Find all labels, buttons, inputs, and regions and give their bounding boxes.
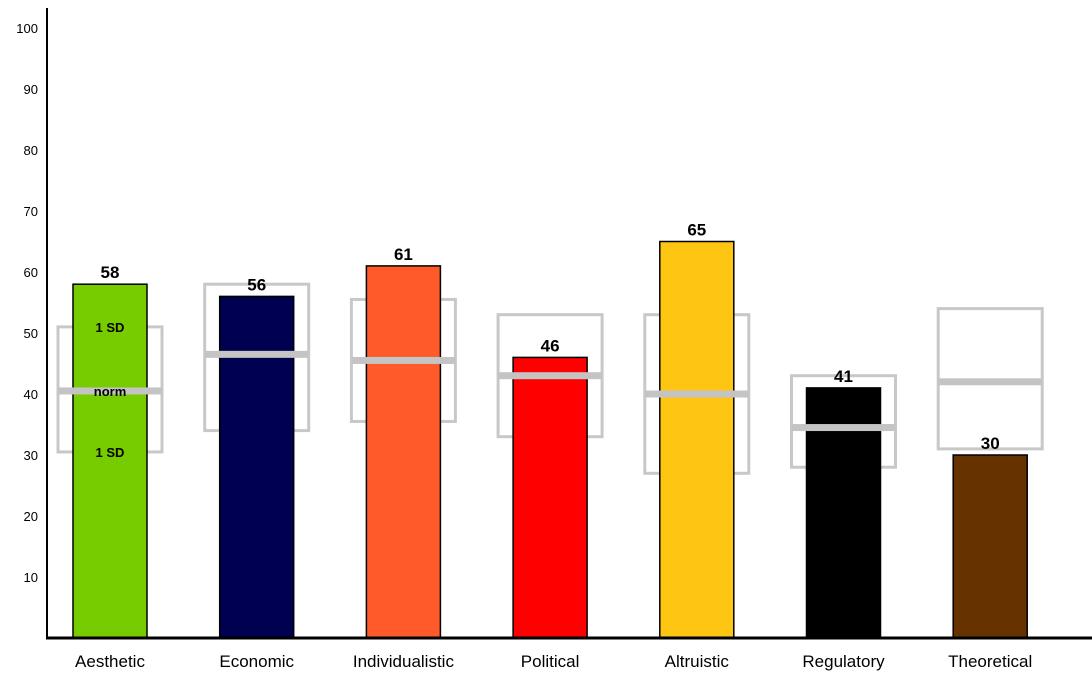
category-label: Political [521, 652, 580, 671]
category-label: Regulatory [802, 652, 885, 671]
norm-mean-line [351, 356, 456, 364]
norm-mean-line [498, 372, 603, 380]
bar [659, 240, 735, 639]
bar [218, 295, 295, 639]
y-tick-label: 90 [24, 82, 38, 97]
y-tick-label: 70 [24, 204, 38, 219]
category-label: Aesthetic [75, 652, 145, 671]
band-label-lower-sd: 1 SD [96, 445, 125, 460]
value-label: 56 [247, 275, 266, 294]
bar [952, 454, 1028, 639]
norm-mean-line [58, 387, 162, 395]
band-label-upper-sd: 1 SD [96, 320, 125, 335]
category-label: Economic [219, 652, 294, 671]
value-label: 30 [981, 434, 1000, 453]
value-labels: 58 56 61 46 65 41 30 [101, 221, 1000, 454]
value-label: 61 [394, 245, 413, 264]
value-label: 65 [687, 221, 706, 240]
category-labels: Aesthetic Economic Individualistic Politica… [75, 652, 1032, 671]
y-tick-label: 50 [24, 326, 38, 341]
norm-lines [58, 350, 1043, 432]
norm-mean-line [938, 378, 1043, 386]
band-label-norm: norm [94, 384, 127, 399]
category-label: Altruistic [665, 652, 730, 671]
y-axis-tick-labels: 10 20 30 40 50 60 70 80 90 100 [16, 21, 38, 585]
norm-mean-line [644, 390, 749, 398]
value-label: 41 [834, 367, 853, 386]
category-label: Theoretical [948, 652, 1032, 671]
norm-mean-line [791, 424, 896, 432]
category-label: Individualistic [353, 652, 455, 671]
y-tick-label: 60 [24, 265, 38, 280]
y-tick-label: 40 [24, 387, 38, 402]
value-label: 58 [101, 263, 120, 282]
bar [512, 356, 588, 639]
norm-mean-line [204, 350, 309, 358]
y-tick-label: 20 [24, 509, 38, 524]
y-tick-label: 100 [16, 21, 38, 36]
value-label: 46 [541, 336, 560, 355]
band-labels: 1 SD norm 1 SD [94, 320, 127, 460]
bar [72, 283, 148, 639]
y-tick-label: 80 [24, 143, 38, 158]
y-tick-label: 30 [24, 448, 38, 463]
bar [365, 265, 442, 639]
bars [72, 240, 1028, 639]
y-tick-label: 10 [24, 570, 38, 585]
